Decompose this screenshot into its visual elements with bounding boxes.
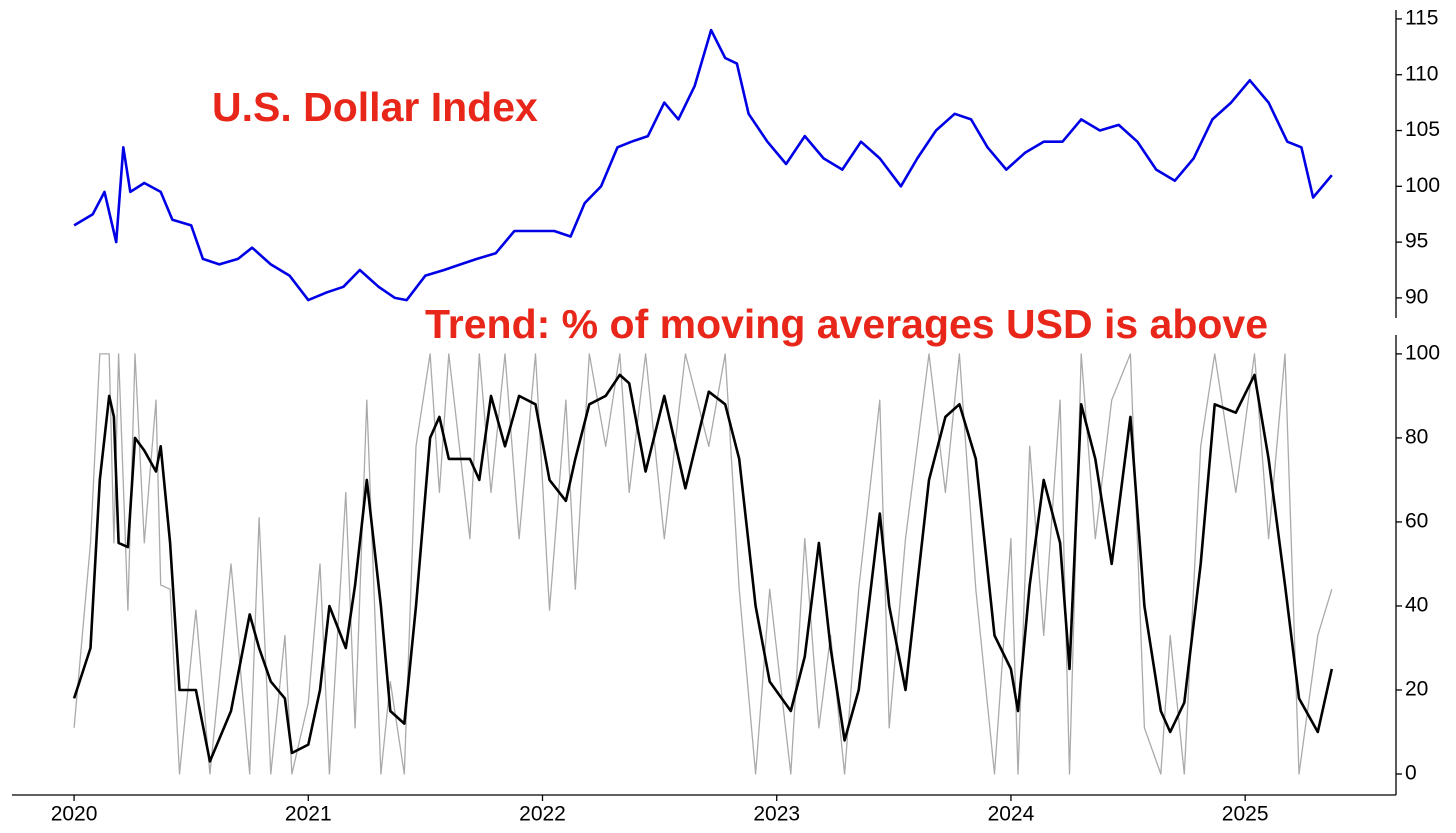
x-tick-label: 2020 <box>51 803 98 826</box>
y-tick-label: 80 <box>1405 425 1428 448</box>
y-tick-label: 90 <box>1405 285 1428 308</box>
y-tick-label: 100 <box>1405 341 1440 364</box>
y-tick-label: 100 <box>1405 174 1440 197</box>
y-tick-label: 95 <box>1405 230 1428 253</box>
chart-title: U.S. Dollar Index <box>212 84 538 130</box>
y-tick-label: 40 <box>1405 594 1428 617</box>
y-tick-label: 20 <box>1405 678 1428 701</box>
y-tick-label: 0 <box>1405 762 1417 785</box>
chart-title: Trend: % of moving averages USD is above <box>425 301 1268 347</box>
y-tick-label: 60 <box>1405 509 1428 532</box>
y-tick-label: 115 <box>1405 6 1438 29</box>
x-tick-label: 2025 <box>1222 803 1269 826</box>
y-tick-label: 105 <box>1405 118 1440 141</box>
x-tick-label: 2021 <box>285 803 332 826</box>
x-tick-label: 2022 <box>519 803 566 826</box>
data-line <box>73 353 1333 775</box>
y-tick-label: 110 <box>1405 62 1438 85</box>
data-line <box>73 28 1333 302</box>
x-tick-label: 2024 <box>988 803 1035 826</box>
data-line <box>72 373 1334 763</box>
x-tick-label: 2023 <box>753 803 800 826</box>
